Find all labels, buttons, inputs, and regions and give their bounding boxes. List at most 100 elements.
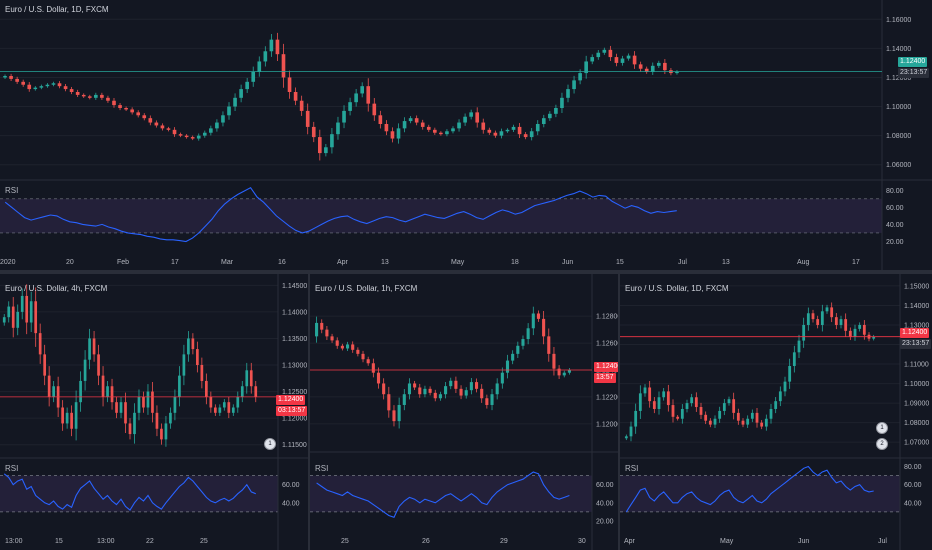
candle-body [209, 396, 213, 408]
candle-body [137, 396, 141, 413]
candle-body [783, 381, 787, 392]
candle-body [750, 412, 754, 419]
candle-body [713, 418, 717, 425]
candle-body [680, 408, 684, 419]
candle-body [160, 125, 165, 129]
candle-body [378, 115, 383, 124]
bottom-mid-right-separator[interactable] [618, 274, 620, 550]
candle-body [315, 322, 319, 337]
price-tick-label: 1.15000 [904, 283, 929, 290]
candle-body [445, 131, 449, 135]
candle-body [464, 390, 468, 396]
event-marker-icon[interactable]: 1 [264, 438, 276, 450]
candle-body [634, 410, 638, 427]
x-tick-label: Mar [221, 259, 234, 266]
chart-pane-top[interactable]: 1.16000 1.14000 1.12000 1.10000 1.08000 1.060… [0, 0, 932, 270]
candle-body [614, 57, 619, 63]
candle-body [227, 402, 231, 413]
x-tick-label: 13:00 [5, 538, 23, 545]
candle-body [293, 92, 298, 101]
candle-body [526, 328, 530, 340]
chart-svg-4h[interactable]: 1.14500 1.14000 1.13500 1.13000 1.12500 1.120… [0, 274, 308, 550]
candle-body [474, 382, 479, 389]
candle-body [387, 394, 391, 411]
chart-svg-1h[interactable]: 1.12800 1.12600 1.12400 1.12200 1.12000 60.00… [310, 274, 618, 550]
candle-body [218, 407, 222, 413]
x-tick-label: 15 [55, 538, 63, 545]
candle-body [281, 54, 286, 78]
candle-body [548, 113, 552, 119]
candle-body [87, 96, 92, 98]
price-tick-label: 1.09000 [904, 401, 929, 408]
candle-body [263, 51, 268, 62]
bottom-left-mid-separator[interactable] [308, 274, 310, 550]
price-tick-label: 1.10000 [886, 104, 911, 111]
candle-body [433, 392, 437, 399]
candle-body [209, 128, 213, 133]
event-marker-icon[interactable]: 1 [876, 422, 888, 434]
candle-body [788, 366, 792, 382]
candle-body [81, 94, 86, 97]
candle-body [529, 131, 534, 138]
candle-body [65, 412, 69, 424]
candle-body [317, 137, 322, 154]
candle-body [858, 324, 862, 329]
candle-body [778, 391, 782, 402]
candle-body [106, 386, 109, 397]
candle-body [187, 338, 190, 355]
event-marker-icon[interactable]: 2 [876, 438, 888, 450]
candle-body [557, 368, 561, 376]
candle-body [110, 386, 114, 403]
candle-body [7, 306, 11, 318]
price-tick-label: 1.06000 [886, 162, 911, 169]
candle-body [269, 39, 274, 52]
candle-body [213, 407, 217, 413]
candle-body [325, 329, 329, 337]
chart-svg-1d[interactable]: 1.150001.140001.130001.120001.110001.100… [620, 274, 932, 550]
candle-body [11, 306, 15, 328]
candle-body [402, 121, 407, 129]
candle-body [418, 387, 422, 395]
chart-pane-1d[interactable]: 1.150001.140001.130001.120001.110001.100… [620, 274, 932, 550]
top-bottom-separator[interactable] [0, 270, 932, 274]
price-tick-label: 1.11000 [904, 362, 929, 369]
candle-body [825, 307, 829, 312]
rsi-tick-label: 40.00 [904, 500, 922, 507]
candle-body [251, 71, 256, 82]
x-tick-label: 17 [171, 259, 179, 266]
candle-body [397, 404, 401, 422]
chart-svg-top[interactable]: 1.16000 1.14000 1.12000 1.10000 1.08000 1.060… [0, 0, 932, 270]
countdown-badge: 13:57 [594, 373, 616, 383]
rsi-band [0, 198, 882, 233]
candle-body [572, 80, 576, 90]
x-tick-label: May [720, 538, 734, 545]
candle-body [128, 423, 132, 435]
candle-body [124, 108, 128, 110]
candle-body [554, 108, 558, 114]
candle-body [648, 387, 652, 402]
candle-body [590, 57, 595, 62]
rsi-label: RSI [625, 464, 639, 473]
candle-body [190, 137, 195, 139]
candle-body [596, 52, 601, 58]
candle-body [806, 313, 810, 325]
candle-body [222, 402, 226, 408]
candle-body [245, 81, 249, 90]
candle-body [584, 61, 588, 74]
candle-body [490, 394, 494, 405]
candle-body [396, 128, 401, 139]
candle-body [493, 132, 498, 136]
candle-body [182, 354, 186, 376]
rsi-tick-label: 80.00 [904, 464, 922, 471]
chart-pane-4h[interactable]: 1.14500 1.14000 1.13500 1.13000 1.12500 1.120… [0, 274, 308, 550]
candle-body [797, 340, 801, 353]
candle-body [70, 412, 73, 429]
candle-body [608, 49, 613, 58]
candle-body [629, 426, 633, 437]
candle-body [61, 407, 64, 424]
candle-body [547, 336, 551, 354]
candle-body [94, 94, 98, 98]
candle-body [240, 386, 244, 397]
candle-body [69, 89, 74, 92]
chart-pane-1h[interactable]: 1.12800 1.12600 1.12400 1.12200 1.12000 60.00… [310, 274, 618, 550]
